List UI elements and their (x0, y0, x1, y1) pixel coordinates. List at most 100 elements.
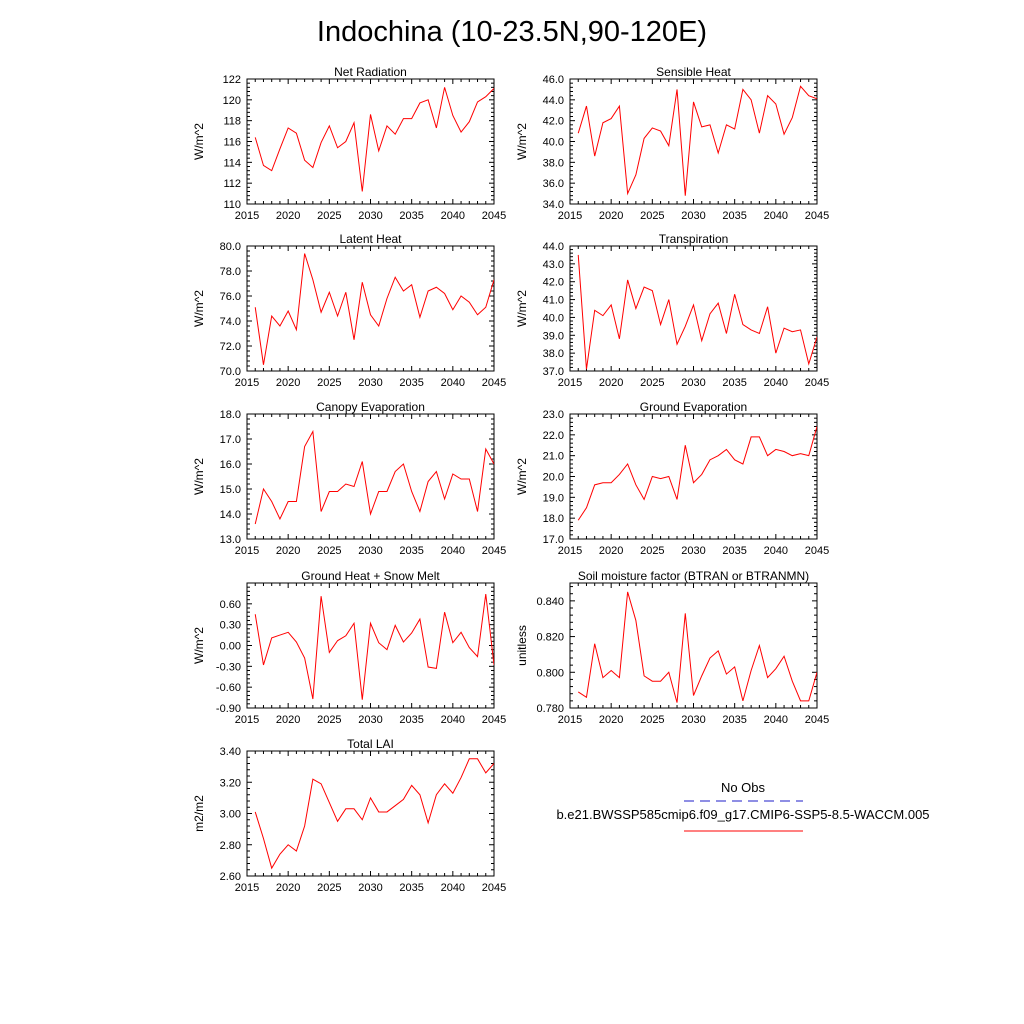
y-tick-label: 2.60 (220, 871, 241, 883)
x-tick-label: 2040 (441, 714, 465, 726)
y-tick-label: 118 (223, 116, 241, 128)
x-tick-label: 2035 (722, 545, 746, 557)
series-line (254, 594, 494, 700)
y-axis-label: W/m^2 (515, 458, 529, 495)
x-tick-label: 2020 (276, 714, 300, 726)
x-tick-label: 2035 (399, 882, 423, 894)
x-tick-label: 2030 (681, 377, 705, 389)
y-tick-label: 3.20 (220, 777, 241, 789)
series-line (254, 758, 494, 870)
y-tick-label: 0.800 (536, 667, 564, 679)
x-tick-label: 2015 (235, 882, 259, 894)
y-tick-label: 17.0 (543, 534, 564, 546)
panel-net-radiation: Net Radiation W/m^2 2015 2020 2025 2030 2035 20… (192, 65, 506, 222)
x-tick-label: 2015 (235, 545, 259, 557)
x-tick-label: 2045 (482, 882, 506, 894)
y-tick-label: 37.0 (543, 366, 564, 378)
y-tick-label: -0.90 (216, 703, 241, 715)
x-tick-label: 2040 (441, 545, 465, 557)
series-line (577, 426, 817, 521)
plot-frame (246, 582, 495, 709)
y-tick-label: 122 (223, 74, 241, 86)
x-tick-label: 2030 (681, 714, 705, 726)
y-axis-label: m2/m2 (192, 795, 206, 832)
x-tick-label: 2030 (358, 545, 382, 557)
figure-title: Indochina (10-23.5N,90-120E) (317, 16, 707, 48)
x-tick-label: 2040 (441, 210, 465, 222)
series-line (254, 87, 494, 192)
x-tick-label: 2025 (640, 210, 664, 222)
series-line (577, 254, 817, 370)
y-tick-label: 38.0 (543, 157, 564, 169)
x-tick-label: 2020 (599, 377, 623, 389)
y-tick-label: 114 (223, 157, 241, 169)
y-tick-label: -0.30 (216, 661, 241, 673)
x-tick-label: 2045 (805, 545, 829, 557)
y-tick-label: 80.0 (220, 241, 241, 253)
y-tick-label: 18.0 (220, 409, 241, 421)
x-tick-label: 2025 (317, 377, 341, 389)
panel-sensible-heat: Sensible Heat W/m^2 2015 2020 2025 2030 2035 20… (515, 65, 829, 222)
y-tick-label: 0.30 (220, 620, 241, 632)
x-tick-label: 2025 (640, 545, 664, 557)
y-tick-label: 34.0 (543, 199, 564, 211)
x-tick-label: 2020 (276, 377, 300, 389)
panel-ground-evaporation: Ground Evaporation W/m^2 2015 2020 2025 2030 2… (515, 400, 829, 557)
panel-total-lai: Total LAI m2/m2 2015 2020 2025 2030 2035 2040 20… (192, 737, 506, 894)
x-tick-label: 2045 (805, 377, 829, 389)
x-tick-label: 2030 (681, 545, 705, 557)
x-tick-label: 2015 (558, 545, 582, 557)
x-tick-label: 2020 (599, 714, 623, 726)
y-axis-label: W/m^2 (192, 627, 206, 664)
y-axis-label: W/m^2 (192, 123, 206, 160)
y-tick-label: 74.0 (220, 316, 241, 328)
series-line (577, 85, 817, 196)
y-tick-label: -0.60 (216, 682, 241, 694)
x-tick-label: 2025 (317, 210, 341, 222)
x-tick-label: 2025 (317, 882, 341, 894)
panel-latent-heat: Latent Heat W/m^2 2015 2020 2025 2030 2035 2040… (192, 232, 506, 389)
y-tick-label: 116 (223, 137, 241, 149)
panel-title: Total LAI (347, 737, 394, 751)
y-tick-label: 2.80 (220, 840, 241, 852)
y-tick-label: 39.0 (543, 330, 564, 342)
y-axis-label: W/m^2 (192, 290, 206, 327)
y-tick-label: 46.0 (543, 74, 564, 86)
x-tick-label: 2040 (441, 882, 465, 894)
series-line (254, 253, 494, 365)
legend-label-obs: No Obs (721, 780, 766, 795)
y-tick-label: 40.0 (543, 137, 564, 149)
panel-title: Sensible Heat (656, 65, 731, 79)
y-axis-label: W/m^2 (515, 123, 529, 160)
y-tick-label: 72.0 (220, 341, 241, 353)
y-tick-label: 44.0 (543, 241, 564, 253)
y-tick-label: 43.0 (543, 259, 564, 271)
x-tick-label: 2035 (722, 210, 746, 222)
plot-frame (569, 582, 818, 709)
panel-soil-moisture-factor-btran-or-btranmn: Soil moisture factor (BTRAN or BTRANMN) u… (515, 569, 829, 726)
y-tick-label: 41.0 (543, 295, 564, 307)
y-tick-label: 42.0 (543, 116, 564, 128)
x-tick-label: 2020 (599, 210, 623, 222)
y-tick-label: 23.0 (543, 409, 564, 421)
legend-label-model: b.e21.BWSSP585cmip6.f09_g17.CMIP6-SSP5-8… (556, 807, 929, 822)
y-tick-label: 3.00 (220, 809, 241, 821)
y-axis-label: W/m^2 (192, 458, 206, 495)
x-tick-label: 2015 (235, 714, 259, 726)
plot-frame (246, 78, 495, 205)
y-axis-label: unitless (515, 625, 529, 666)
panel-transpiration: Transpiration W/m^2 2015 2020 2025 2030 2035 20… (515, 232, 829, 389)
series-line (577, 591, 817, 703)
plot-frame (569, 78, 818, 205)
x-tick-label: 2015 (558, 714, 582, 726)
y-tick-label: 38.0 (543, 348, 564, 360)
x-tick-label: 2020 (599, 545, 623, 557)
y-tick-label: 44.0 (543, 95, 564, 107)
y-axis-label: W/m^2 (515, 290, 529, 327)
y-tick-label: 110 (223, 199, 241, 211)
x-tick-label: 2030 (358, 882, 382, 894)
y-tick-label: 13.0 (220, 534, 241, 546)
x-tick-label: 2035 (399, 377, 423, 389)
y-tick-label: 22.0 (543, 430, 564, 442)
